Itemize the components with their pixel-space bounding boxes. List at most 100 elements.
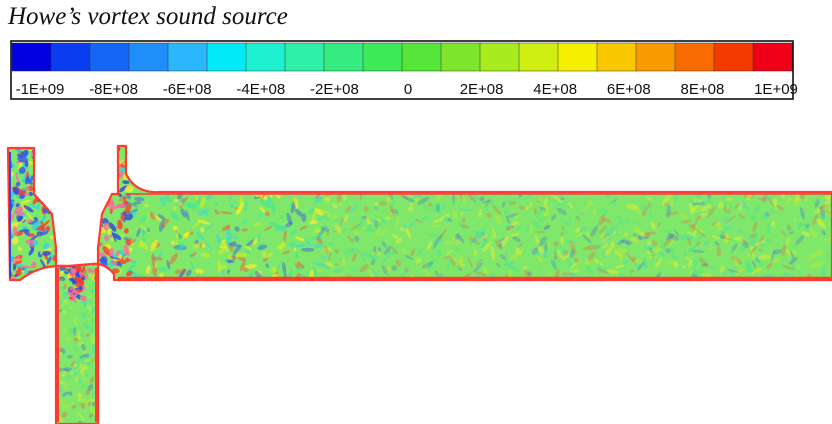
vortex-blob: [588, 199, 593, 206]
vortex-blob: [79, 363, 88, 370]
vortex-blob: [639, 205, 647, 212]
vortex-blob: [117, 219, 123, 230]
vortex-blob: [61, 371, 67, 377]
vortex-blob: [98, 158, 103, 162]
vortex-blob: [59, 286, 64, 290]
vortex-blob: [214, 201, 219, 206]
vortex-blob: [271, 266, 278, 274]
vortex-blob: [87, 218, 95, 225]
vortex-blob: [116, 203, 126, 209]
vortex-blob: [536, 197, 543, 202]
vortex-blob: [461, 192, 466, 204]
vortex-blob: [776, 205, 784, 211]
vortex-blob: [80, 180, 86, 184]
vortex-blob: [386, 195, 393, 202]
vortex-blob: [645, 251, 655, 256]
vortex-blob: [345, 206, 352, 213]
vortex-blob: [110, 260, 118, 266]
vortex-blob: [315, 228, 321, 233]
vortex-blob: [612, 230, 617, 236]
vortex-blob: [483, 226, 486, 236]
vortex-blob: [354, 235, 360, 242]
vortex-blob: [293, 197, 299, 209]
vortex-blob: [323, 245, 329, 254]
vortex-blob: [190, 251, 197, 258]
vortex-blob: [597, 261, 601, 275]
vortex-blob: [83, 201, 90, 210]
vortex-blob: [174, 269, 182, 275]
vortex-blob: [334, 224, 344, 237]
vortex-blob: [560, 197, 566, 201]
vortex-blob: [90, 319, 95, 323]
vortex-blob: [781, 243, 787, 257]
vortex-blob: [512, 236, 521, 242]
vortex-blob: [61, 403, 71, 408]
vortex-blob: [724, 201, 728, 213]
vortex-blob: [68, 305, 73, 312]
vortex-blob: [363, 205, 369, 212]
vortex-blob: [417, 196, 430, 205]
vortex-blob: [92, 230, 99, 236]
vortex-blob: [631, 256, 637, 263]
vortex-blob: [88, 147, 95, 154]
vortex-blob: [228, 194, 233, 203]
vortex-blob: [442, 240, 454, 245]
vortex-blob: [152, 266, 157, 277]
vortex-blob: [71, 191, 76, 202]
vortex-blob: [508, 226, 514, 231]
vortex-blob: [207, 262, 212, 265]
vortex-blob: [698, 212, 709, 218]
vortex-blob: [542, 222, 549, 233]
colorbar-tick-label: 4E+08: [533, 81, 577, 98]
vortex-blob: [174, 198, 186, 207]
vortex-blob: [569, 240, 577, 254]
vortex-blob: [351, 252, 358, 262]
vortex-blob: [468, 236, 480, 245]
vortex-blob: [381, 267, 391, 271]
vortex-blob: [504, 259, 508, 266]
vortex-blob: [187, 202, 194, 208]
vortex-blob: [59, 351, 64, 355]
vortex-blob: [138, 215, 151, 223]
vortex-blob: [66, 204, 71, 212]
vortex-blob: [305, 238, 312, 248]
vortex-blob: [64, 242, 73, 247]
vortex-blob: [501, 201, 506, 208]
vortex-blob: [791, 250, 798, 255]
vortex-blob: [93, 196, 97, 203]
vortex-blob: [427, 202, 433, 208]
vortex-blob: [734, 268, 744, 275]
domain-wall-outline: [6, 144, 832, 424]
vortex-blob: [78, 379, 83, 384]
vortex-blob: [12, 226, 18, 236]
colorbar-swatch: [674, 42, 715, 72]
vortex-blob: [65, 371, 72, 379]
vortex-blob: [200, 197, 206, 208]
vortex-blob: [58, 147, 65, 154]
vortex-blob: [757, 254, 771, 260]
colorbar-swatch: [89, 42, 130, 72]
vortex-blob: [76, 226, 80, 230]
vortex-blob: [720, 218, 734, 222]
vortex-blob: [295, 265, 306, 271]
vortex-blob: [490, 235, 495, 240]
vortex-blob: [407, 219, 418, 229]
vortex-blob: [83, 377, 88, 381]
vortex-blob: [169, 253, 178, 265]
vortex-blob: [819, 206, 826, 220]
vortex-blob: [392, 250, 397, 256]
vortex-blob: [62, 349, 66, 358]
vortex-blob: [600, 233, 607, 246]
vortex-blob: [338, 201, 342, 206]
vortex-blob: [334, 249, 339, 254]
vortex-blob: [773, 206, 778, 217]
vortex-blob: [142, 227, 148, 231]
vortex-blob: [624, 218, 630, 224]
vortex-blob: [146, 265, 151, 275]
vortex-blob: [70, 214, 79, 225]
vortex-blob: [426, 240, 433, 251]
vortex-blob: [84, 353, 90, 358]
vortex-blob: [93, 163, 102, 170]
vortex-blob: [553, 256, 559, 261]
vortex-blob: [60, 202, 67, 208]
